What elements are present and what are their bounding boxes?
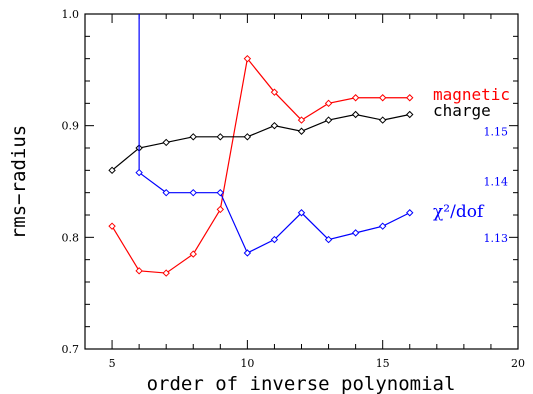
y-tick-label: 0.9	[62, 120, 80, 133]
data-point	[189, 133, 197, 141]
data-point	[216, 188, 225, 197]
data-point	[406, 209, 414, 217]
right-tick-label: 1.14	[484, 176, 509, 189]
data-point	[406, 110, 414, 119]
y-axis-title: rms−radius	[8, 125, 30, 239]
data-point	[108, 222, 116, 230]
data-point	[378, 116, 387, 124]
data-point	[378, 94, 387, 102]
data-point	[406, 94, 414, 102]
series-layer	[108, 14, 414, 277]
data-point	[351, 229, 360, 237]
data-point	[216, 133, 225, 141]
data-point	[243, 249, 252, 257]
data-point	[135, 168, 143, 177]
legend-charge: charge	[433, 101, 491, 120]
data-point	[162, 138, 170, 147]
data-point	[108, 166, 116, 175]
data-point	[135, 267, 143, 275]
data-point	[351, 94, 360, 102]
data-point	[351, 110, 360, 119]
y-tick-label: 0.8	[62, 231, 80, 244]
right-axis-labels: 1.15 1.14 1.13	[484, 125, 509, 245]
data-point	[324, 116, 333, 124]
x-tick-label: 20	[511, 357, 525, 370]
y-tick-label: 0.7	[62, 343, 80, 356]
series-2	[135, 14, 414, 257]
data-point	[297, 209, 306, 217]
data-point	[243, 133, 252, 141]
series-line	[111, 113, 410, 171]
legend-chi2-dof: χ²/dof	[433, 202, 485, 222]
x-tick-label: 15	[376, 357, 390, 370]
data-point	[189, 188, 197, 197]
y-tick-label: 1.0	[62, 8, 80, 21]
data-point	[270, 121, 279, 130]
data-point	[243, 54, 252, 63]
data-point	[162, 269, 170, 277]
data-point	[297, 116, 306, 124]
data-point	[216, 205, 225, 214]
series-line	[111, 57, 410, 274]
data-point	[189, 250, 197, 258]
data-point	[378, 222, 387, 230]
plot-frame	[84, 13, 519, 350]
data-point	[324, 99, 333, 108]
data-point	[162, 188, 170, 197]
x-axis-title: order of inverse polynomial	[147, 373, 456, 394]
data-point	[297, 127, 306, 135]
data-point	[270, 88, 279, 96]
series-1	[108, 110, 414, 175]
x-tick-label: 5	[109, 357, 116, 370]
data-point	[324, 235, 333, 244]
axis-ticks	[85, 14, 518, 349]
right-tick-label: 1.15	[484, 125, 509, 138]
data-point	[270, 235, 279, 244]
axis-tick-labels: 5 10 15 20 0.7 0.8 0.9 1.0	[62, 8, 526, 370]
legend-magnetic: magnetic	[433, 85, 510, 104]
right-tick-label: 1.13	[484, 232, 509, 245]
x-tick-label: 10	[240, 357, 254, 370]
series-0	[108, 54, 414, 277]
